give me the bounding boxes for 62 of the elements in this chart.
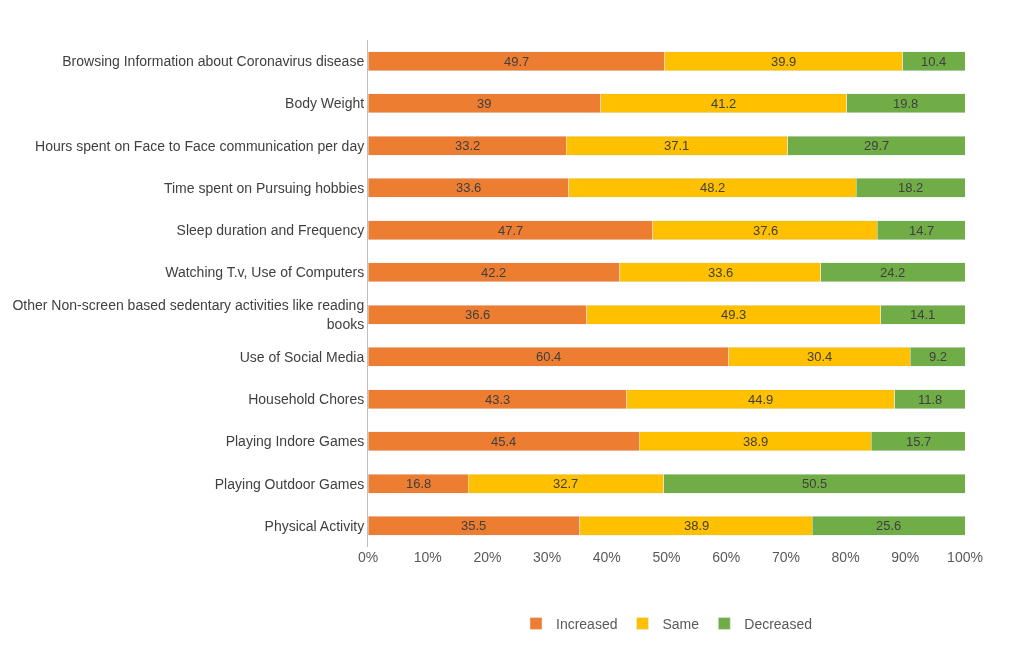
data-label: 9.2 [929,349,948,364]
y-tick-label: Playing Indore Games [225,433,365,450]
data-label: 38.9 [743,434,769,449]
data-label: 35.5 [461,518,487,533]
data-label: 24.2 [880,265,906,280]
data-label: 10.4 [921,54,947,69]
data-label: 14.7 [909,223,935,238]
data-label: 50.5 [802,476,828,491]
y-tick-label: Browsing Information about Coronavirus disease [62,53,365,70]
data-label: 49.7 [504,54,530,69]
data-label: 29.7 [864,138,890,153]
y-tick-label: Sleep duration and Frequency [176,222,365,239]
data-label: 25.6 [876,518,902,533]
data-label: 39 [477,96,492,111]
x-tick-label: 80% [831,549,860,565]
data-label: 37.1 [664,138,690,153]
x-tick-label: 50% [652,549,681,565]
data-label: 44.9 [748,392,774,407]
data-label: 43.3 [485,392,511,407]
data-label: 39.9 [771,54,797,69]
x-tick-label: 90% [891,549,920,565]
data-label: 30.4 [807,349,833,364]
data-label: 19.8 [893,96,919,111]
data-label: 11.8 [918,392,943,407]
data-label: 42.2 [481,265,507,280]
data-label: 33.6 [708,265,734,280]
data-label: 47.7 [498,223,524,238]
y-tick-label: Watching T.v, Use of Computers [165,264,365,281]
x-tick-label: 10% [413,549,442,565]
data-label: 16.8 [406,476,432,491]
y-tick-label: Other Non-screen based sedentary activities like reading books [12,297,365,332]
x-tick-label: 0% [357,549,379,565]
x-tick-label: 100% [947,549,983,565]
data-label: 33.6 [456,180,482,195]
x-tick-label: 20% [473,549,502,565]
x-tick-label: 60% [712,549,741,565]
data-label: 37.6 [753,223,779,238]
legend-label: Decreased [744,615,812,632]
data-label: 41.2 [711,96,737,111]
data-label: 60.4 [536,349,562,364]
legend-label: Same [662,615,700,632]
y-tick-label: Household Chores [248,391,365,408]
x-tick-label: 70% [771,549,800,565]
y-tick-label: Hours spent on Face to Face communication per day [35,137,365,154]
data-label: 49.3 [721,307,747,322]
legend-label: Increased [556,615,618,632]
data-label: 33.2 [455,138,481,153]
data-label: 32.7 [553,476,579,491]
data-label: 45.4 [491,434,517,449]
x-tick-label: 40% [592,549,621,565]
data-label: 38.9 [684,518,710,533]
y-tick-label: Time spent on Pursuing hobbies [163,179,365,196]
data-label: 14.1 [910,307,936,322]
y-tick-label: Use of Social Media [239,348,365,365]
data-label: 36.6 [465,307,491,322]
x-tick-label: 30% [533,549,562,565]
data-label: 15.7 [906,434,932,449]
y-tick-label: Body Weight [285,95,365,112]
data-label: 48.2 [700,180,726,195]
data-label: 18.2 [898,180,924,195]
y-tick-label: Physical Activity [264,517,365,534]
y-tick-label: Playing Outdoor Games [214,475,365,492]
